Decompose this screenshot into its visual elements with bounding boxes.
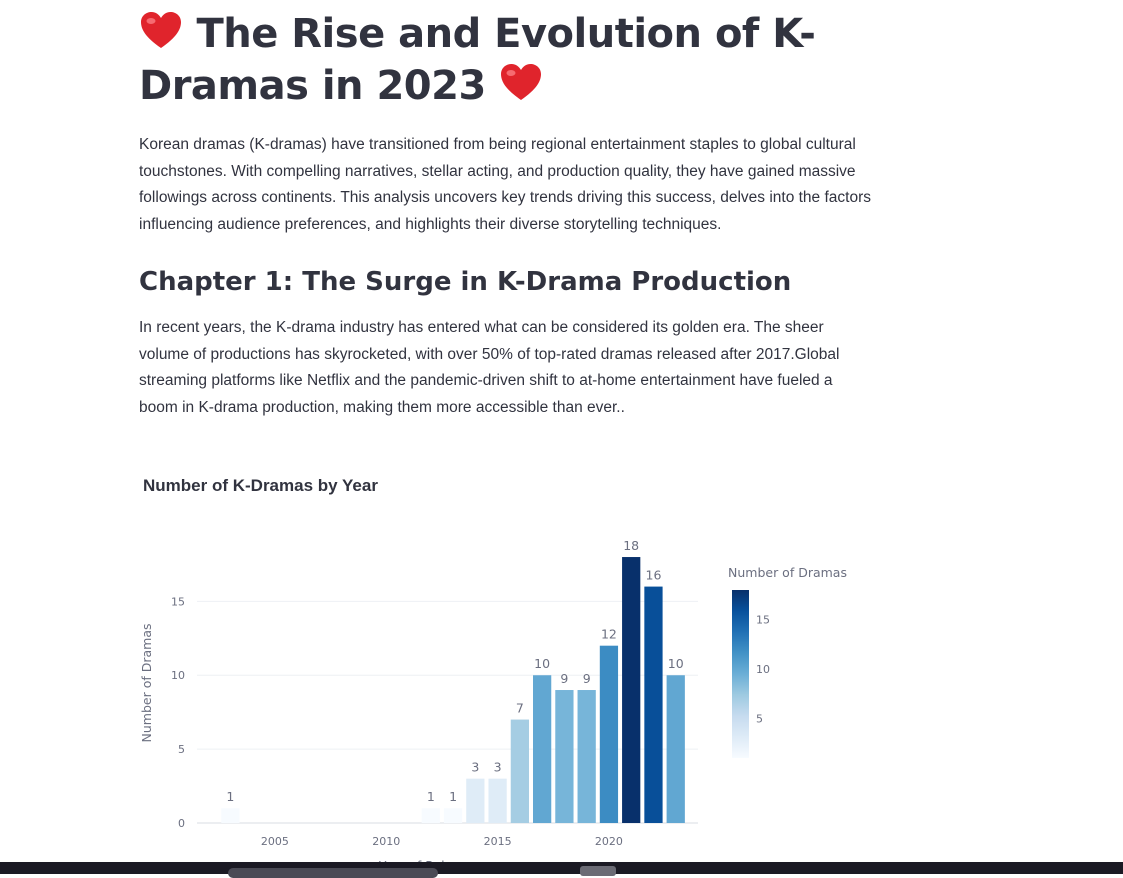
- bar-value-label: 10: [668, 656, 684, 671]
- y-tick-label: 10: [171, 669, 185, 682]
- bar-2017: [533, 675, 552, 823]
- x-tick-label: 2005: [261, 835, 289, 848]
- colorbar-tick-label: 10: [756, 663, 770, 676]
- y-tick-label: 15: [171, 595, 185, 608]
- bar-2019: [577, 690, 596, 823]
- x-tick-label: 2015: [484, 835, 512, 848]
- red-heart-icon: [499, 63, 543, 103]
- bar-2018: [555, 690, 574, 823]
- bar-value-label: 9: [583, 671, 591, 686]
- page-title: The Rise and Evolution of K-Dramas in 20…: [139, 8, 879, 112]
- y-axis-title: Number of Dramas: [139, 624, 154, 743]
- bar-value-label: 3: [471, 760, 479, 775]
- chapter-1-heading: Chapter 1: The Surge in K-Drama Producti…: [139, 267, 792, 297]
- taskbar-search[interactable]: [228, 868, 438, 878]
- bar-value-label: 12: [601, 627, 617, 642]
- bar-2015: [488, 778, 507, 823]
- bar-value-label: 3: [494, 760, 502, 775]
- taskbar: [0, 862, 1123, 874]
- bar-value-label: 16: [646, 568, 662, 583]
- bar-value-label: 7: [516, 701, 524, 716]
- bar-value-label: 1: [449, 789, 457, 804]
- y-tick-label: 5: [178, 743, 185, 756]
- bar-2021: [622, 557, 641, 823]
- bar-2013: [443, 808, 463, 823]
- bar-2003: [221, 808, 240, 823]
- bar-2022: [644, 586, 663, 823]
- taskbar-icon[interactable]: [580, 866, 616, 876]
- colorbar-tick-label: 5: [756, 712, 763, 725]
- x-tick-label: 2010: [372, 835, 400, 848]
- bar-2023: [666, 675, 685, 823]
- x-tick-label: 2020: [595, 835, 623, 848]
- chart-title: Number of K-Dramas by Year: [143, 476, 378, 495]
- bar-2014: [466, 778, 485, 823]
- bar-value-label: 1: [226, 789, 234, 804]
- red-heart-icon: [139, 11, 183, 51]
- bar-value-label: 10: [534, 656, 550, 671]
- bar-chart[interactable]: Number of K-Dramas by Year 0 5 10 15 2005 2010…: [139, 465, 899, 874]
- bar-2016: [510, 719, 529, 823]
- bar-value-label: 9: [560, 671, 568, 686]
- bar-2020: [599, 645, 619, 823]
- colorbar-tick-label: 15: [756, 614, 770, 627]
- page-title-text: The Rise and Evolution of K-Dramas in 20…: [139, 11, 816, 109]
- intro-paragraph: Korean dramas (K-dramas) have transition…: [139, 136, 871, 233]
- y-tick-label: 0: [178, 817, 185, 830]
- bar-value-label: 1: [427, 789, 435, 804]
- bar-2012: [421, 808, 440, 823]
- colorbar-title: Number of Dramas: [728, 565, 847, 580]
- colorbar: [732, 590, 749, 758]
- bar-value-label: 18: [623, 538, 639, 553]
- chapter-1-paragraph: In recent years, the K-drama industry ha…: [139, 319, 840, 416]
